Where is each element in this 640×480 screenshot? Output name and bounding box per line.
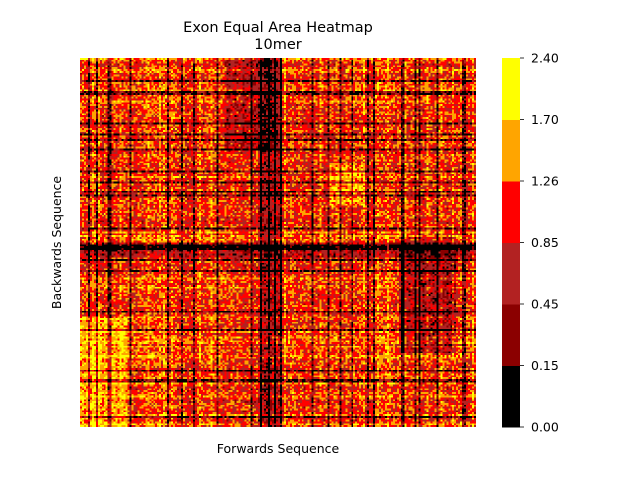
colorbar-tick-label-2: 0.45 — [531, 297, 559, 312]
colorbar-tick-label-1: 0.15 — [531, 358, 559, 373]
colorbar-bin-5 — [502, 58, 520, 120]
colorbar-bin-1 — [502, 304, 520, 366]
colorbar-tick-label-0: 0.00 — [531, 420, 559, 435]
chart-subtitle: 10mer — [254, 37, 301, 53]
colorbar-tick-label-3: 0.85 — [531, 235, 559, 250]
colorbar-tick-label-4: 1.26 — [531, 174, 559, 189]
colorbar-bin-0 — [502, 365, 520, 428]
chart-title: Exon Equal Area Heatmap — [183, 20, 373, 36]
colorbar: 0.00 0.15 0.45 0.85 1.26 1.70 2.40 — [502, 51, 559, 435]
colorbar-bin-3 — [502, 181, 520, 243]
heatmap-cells — [80, 58, 476, 427]
colorbar-bin-4 — [502, 119, 520, 182]
colorbar-bin-2 — [502, 242, 520, 305]
y-axis-label: Backwards Sequence — [49, 176, 64, 310]
x-axis-label: Forwards Sequence — [217, 441, 340, 456]
heatmap-plot-area — [80, 58, 476, 427]
colorbar-tick-label-5: 1.70 — [531, 112, 559, 127]
colorbar-tick-label-6: 2.40 — [531, 51, 559, 66]
